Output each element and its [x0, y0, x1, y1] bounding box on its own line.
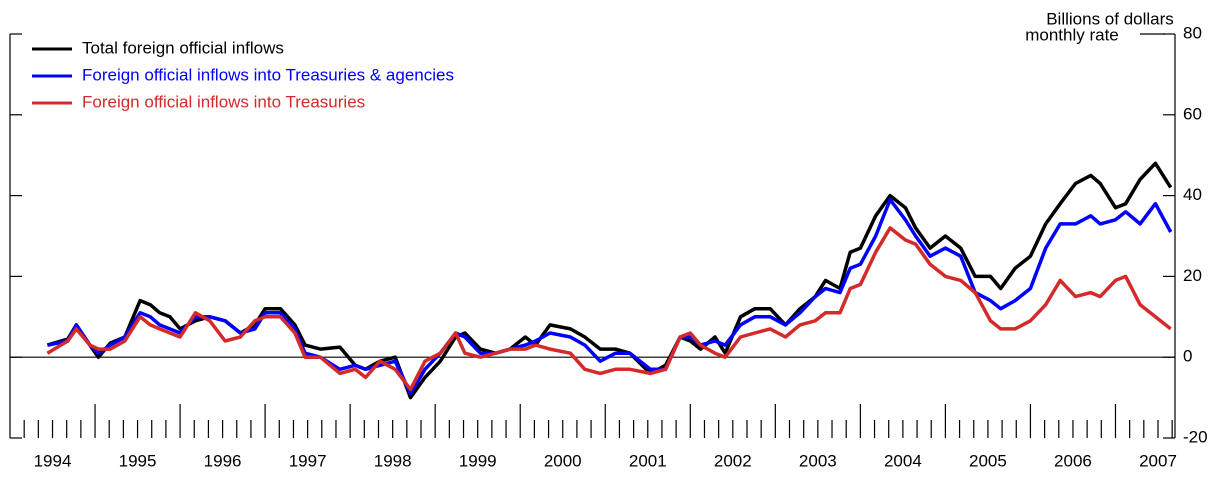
y-axis-label: Billions of dollars	[1046, 9, 1174, 28]
x-tick-label: 2004	[884, 451, 922, 470]
y-tick-label: 0	[1183, 347, 1192, 366]
x-tick-label: 2002	[714, 451, 752, 470]
y-tick-label: 20	[1183, 266, 1202, 285]
legend-label: Foreign official inflows into Treasuries…	[82, 65, 454, 84]
series-line	[47, 197, 1173, 396]
y-tick-label: 40	[1183, 185, 1202, 204]
x-tick-label: 2003	[799, 451, 837, 470]
y-axis-label: monthly rate	[1025, 25, 1119, 44]
y-tick-label: 80	[1183, 23, 1202, 42]
legend-label: Foreign official inflows into Treasuries	[82, 92, 365, 111]
y-tick-label: -20	[1183, 427, 1208, 446]
x-tick-label: 1998	[374, 451, 412, 470]
x-tick-label: 2001	[629, 451, 667, 470]
x-tick-label: 1996	[204, 451, 242, 470]
x-tick-label: 1999	[459, 451, 497, 470]
x-tick-label: 1995	[119, 451, 157, 470]
x-tick-label: 2006	[1054, 451, 1092, 470]
y-tick-label: 60	[1183, 104, 1202, 123]
x-tick-label: 2000	[544, 451, 582, 470]
x-tick-label: 1994	[34, 451, 72, 470]
x-tick-label: 2007	[1139, 451, 1177, 470]
series-line	[46, 161, 1173, 400]
x-tick-label: 2005	[969, 451, 1007, 470]
legend-label: Total foreign official inflows	[82, 38, 284, 57]
x-tick-label: 1997	[289, 451, 327, 470]
series-line	[46, 226, 1172, 392]
